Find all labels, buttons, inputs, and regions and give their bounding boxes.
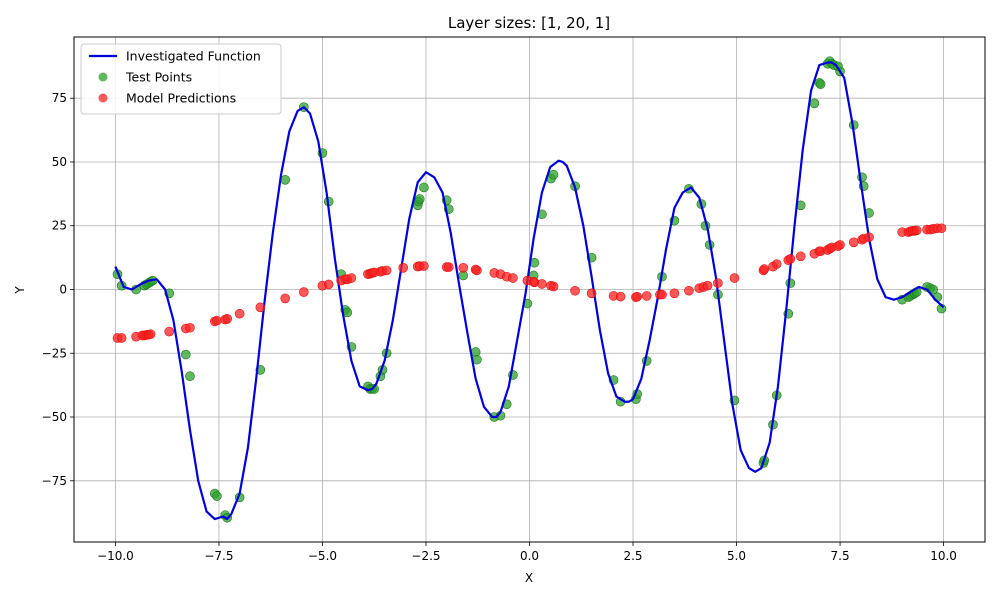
prediction-point xyxy=(280,293,290,304)
prediction-point xyxy=(657,289,667,300)
prediction-point xyxy=(116,333,127,343)
y-tick-label: −50 xyxy=(42,410,67,424)
x-tick-label: 7.5 xyxy=(831,549,850,563)
prediction-point xyxy=(346,273,357,283)
prediction-point xyxy=(537,279,547,289)
prediction-point xyxy=(729,273,740,283)
legend-test-swatch xyxy=(98,72,108,82)
plot-area xyxy=(112,56,947,523)
x-tick-label: 2.5 xyxy=(623,549,642,563)
prediction-point xyxy=(212,315,222,326)
legend-entry-label: Investigated Function xyxy=(126,49,261,64)
x-tick-label: −5.0 xyxy=(308,549,337,563)
x-tick-label: 0.0 xyxy=(520,549,539,563)
prediction-point xyxy=(615,291,626,302)
y-tick-label: −75 xyxy=(42,474,67,488)
prediction-point xyxy=(458,263,469,273)
y-axis-label: Y xyxy=(13,286,27,295)
test-point xyxy=(185,371,195,382)
test-point xyxy=(548,169,559,180)
test-point xyxy=(419,182,429,193)
y-tick-label: −25 xyxy=(42,346,67,360)
y-tick-label: 25 xyxy=(52,219,67,233)
prediction-point xyxy=(702,280,713,291)
x-tick-label: −10.0 xyxy=(97,549,134,563)
test-point xyxy=(785,278,796,288)
y-tick-label: 75 xyxy=(52,91,67,105)
prediction-point xyxy=(398,263,409,273)
prediction-point xyxy=(145,329,156,339)
legend: Investigated Function Test Points Model Pr… xyxy=(80,43,282,115)
test-point xyxy=(181,349,191,360)
prediction-point xyxy=(641,291,652,301)
x-tick-label: 5.0 xyxy=(727,549,746,563)
chart-title: Layer sizes: [1, 20, 1] xyxy=(448,14,610,32)
test-point xyxy=(414,194,425,204)
prediction-point xyxy=(835,240,845,250)
legend-entry-label: Model Predictions xyxy=(126,91,236,106)
prediction-point xyxy=(443,262,454,272)
prediction-point xyxy=(911,225,922,236)
prediction-point xyxy=(936,223,947,234)
test-point xyxy=(212,491,222,501)
x-tick-label: −2.5 xyxy=(411,549,440,563)
prediction-point xyxy=(771,259,782,269)
function-line xyxy=(114,61,945,521)
prediction-point xyxy=(548,281,559,292)
prediction-point xyxy=(164,326,175,337)
prediction-point xyxy=(632,291,642,302)
prediction-point xyxy=(785,254,796,264)
prediction-point xyxy=(586,288,597,299)
prediction-point xyxy=(234,308,245,319)
x-tick-label: −7.5 xyxy=(204,549,233,563)
prediction-point xyxy=(848,237,859,248)
prediction-point xyxy=(508,273,518,283)
prediction-point xyxy=(472,265,482,276)
prediction-point xyxy=(864,232,874,243)
prediction-point xyxy=(795,251,806,262)
y-tick-label: 0 xyxy=(59,283,67,297)
axes: −10.0 −7.5 −5.0 −2.5 0.0 2.5 5.0 7.5 10.0 −75 −50 −… xyxy=(42,91,957,563)
legend-prediction-swatch xyxy=(98,93,108,103)
test-point xyxy=(815,79,826,89)
prediction-point xyxy=(299,287,309,297)
prediction-point xyxy=(684,285,694,296)
test-point xyxy=(928,284,939,295)
prediction-point xyxy=(759,264,770,274)
prediction-point xyxy=(185,322,195,333)
prediction-point xyxy=(419,261,429,271)
y-tick-label: 50 xyxy=(52,155,67,169)
prediction-point xyxy=(255,302,266,313)
test-point xyxy=(809,98,820,109)
prediction-point xyxy=(222,314,233,324)
legend-box xyxy=(80,43,282,115)
x-axis-label: X xyxy=(525,571,533,585)
prediction-point xyxy=(713,278,723,288)
legend-entry-label: Test Points xyxy=(125,70,192,85)
x-tick-label: 10.0 xyxy=(930,549,957,563)
prediction-point xyxy=(669,288,680,299)
test-point xyxy=(280,175,290,185)
grid xyxy=(74,37,985,542)
prediction-point xyxy=(570,285,580,296)
prediction-point xyxy=(323,279,334,290)
prediction-point xyxy=(381,265,392,276)
